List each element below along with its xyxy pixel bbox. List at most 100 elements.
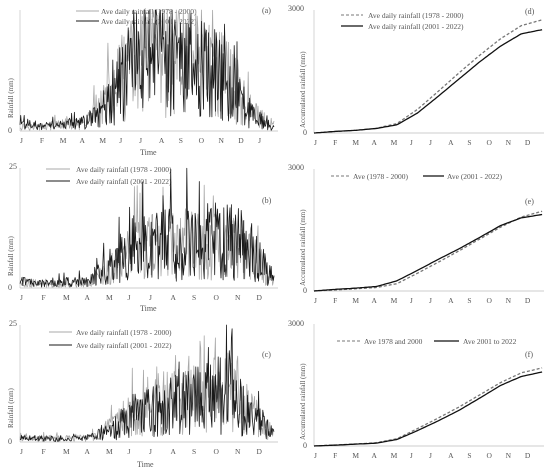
series-line-1978-2000 xyxy=(313,19,543,134)
x-axis-label: Time xyxy=(137,460,154,469)
x-tick-label: O xyxy=(214,293,220,302)
legend-label-2001-2022: Ave daily rainfall (2001 - 2022) xyxy=(368,22,464,31)
series-line-1978-2000 xyxy=(19,335,275,442)
series-group xyxy=(19,167,275,288)
x-tick-label: F xyxy=(333,451,337,460)
x-tick-label: O xyxy=(487,296,493,305)
x-tick-label: J xyxy=(410,296,413,305)
panel-label: (b) xyxy=(262,196,272,205)
legend-label-2001-2022: Ave daily rainfall (2001 - 2022) xyxy=(76,177,172,186)
x-tick-label: A xyxy=(448,451,454,460)
x-tick-label: S xyxy=(467,138,471,147)
x-tick-label: N xyxy=(235,293,241,302)
x-tick-label: N xyxy=(506,138,512,147)
series-line-2001-2022 xyxy=(19,167,275,288)
y-axis-label: Rainfall (mm) xyxy=(7,235,15,276)
y-tick-top: 3000 xyxy=(288,4,304,13)
panel-f: 3000 0 Accumulated rainfall (mm) J F M A M J J… xyxy=(288,319,544,460)
x-tick-label: F xyxy=(333,138,337,147)
x-tick-label: M xyxy=(63,447,70,456)
y-axis-label: Accumulated rainfall (mm) xyxy=(299,51,307,128)
x-tick-label: M xyxy=(391,138,398,147)
x-tick-label: J xyxy=(128,293,131,302)
x-tick-label: A xyxy=(85,293,91,302)
legend-label-1978-2000: Ave 1978 and 2000 xyxy=(364,337,423,346)
y-tick-zero: 0 xyxy=(303,441,307,450)
y-tick-zero: 0 xyxy=(8,126,12,135)
legend-label-1978-2000: Ave daily rainfall (1978 - 2000) xyxy=(76,165,172,174)
x-axis-label: Time xyxy=(140,304,157,313)
x-tick-label: D xyxy=(525,296,531,305)
x-tick-label: J xyxy=(314,296,317,305)
x-tick-label: M xyxy=(391,296,398,305)
y-tick-top: 3000 xyxy=(288,319,304,328)
x-tick-label: O xyxy=(487,138,493,147)
x-tick-label: A xyxy=(372,138,378,147)
panel-b: 25 0 Rainfall (mm) J F M A M J J A S O N D Time (b)… xyxy=(7,162,278,313)
x-tick-label: S xyxy=(467,296,471,305)
x-tick-label: D xyxy=(257,447,263,456)
x-tick-label: A xyxy=(448,296,454,305)
panel-e: 3000 0 Accumulated rainfall (mm) J F M A M J J… xyxy=(288,163,544,305)
y-axis-label: Rainfall (mm) xyxy=(7,77,15,118)
x-tick-label: S xyxy=(192,293,196,302)
panel-label: (a) xyxy=(262,6,271,15)
x-tick-label: M xyxy=(99,136,106,145)
y-tick-top: 25 xyxy=(9,162,17,171)
x-tick-label: D xyxy=(257,293,263,302)
x-tick-label: J xyxy=(20,447,23,456)
y-tick-zero: 0 xyxy=(8,437,12,446)
x-tick-label: J xyxy=(20,136,23,145)
x-tick-label: F xyxy=(40,136,44,145)
x-tick-label: M xyxy=(352,138,359,147)
x-tick-label: S xyxy=(179,136,183,145)
x-tick-label: S xyxy=(467,451,471,460)
x-tick-label: M xyxy=(106,447,113,456)
series-line-2001-2022 xyxy=(19,324,275,442)
x-tick-label: M xyxy=(60,136,67,145)
x-tick-label: O xyxy=(487,451,493,460)
x-tick-label: A xyxy=(80,136,86,145)
x-tick-label: A xyxy=(171,293,177,302)
panel-label: (e) xyxy=(525,197,534,206)
legend-label-1978-2000: Ave daily rainfall (1978 - 2000) xyxy=(76,328,172,337)
panel-d: 3000 0 Accumulated rainfall (mm) J F M A M J J… xyxy=(288,4,544,147)
x-tick-label: O xyxy=(214,447,220,456)
x-tick-label: M xyxy=(391,451,398,460)
y-tick-zero: 0 xyxy=(8,283,12,292)
y-axis-label: Accumulated rainfall (mm) xyxy=(299,209,307,286)
x-tick-label: J xyxy=(128,447,131,456)
x-tick-label: J xyxy=(149,293,152,302)
series-group xyxy=(313,210,543,292)
y-tick-top: 25 xyxy=(9,319,17,328)
y-tick-zero: 0 xyxy=(303,128,307,137)
series-group xyxy=(313,367,543,447)
y-axis-label: Accumulated rainfall (mm) xyxy=(299,363,307,440)
x-tick-label: A xyxy=(171,447,177,456)
series-group xyxy=(19,324,275,442)
x-tick-label: O xyxy=(199,136,205,145)
series-line-1978-2000 xyxy=(313,210,543,292)
x-tick-label: S xyxy=(192,447,196,456)
series-line-2001-2022 xyxy=(313,213,543,292)
x-tick-label: J xyxy=(258,136,261,145)
x-tick-label: J xyxy=(429,451,432,460)
legend-label-1978-2000: Ave daily rainfall (1978 - 2000) xyxy=(368,11,464,20)
x-tick-label: F xyxy=(42,293,46,302)
panel-c: 25 0 Rainfall (mm) J F M A M J J A S O N D Time (c)… xyxy=(7,319,278,469)
series-line-2001-2022 xyxy=(19,9,275,131)
x-tick-label: J xyxy=(149,447,152,456)
x-tick-label: N xyxy=(506,451,512,460)
y-axis-label: Rainfall (mm) xyxy=(7,387,15,428)
x-tick-label: A xyxy=(159,136,165,145)
panel-label: (d) xyxy=(525,7,535,16)
x-tick-label: A xyxy=(372,296,378,305)
y-tick-top: 3000 xyxy=(288,163,304,172)
x-tick-label: J xyxy=(119,136,122,145)
x-tick-label: N xyxy=(506,296,512,305)
